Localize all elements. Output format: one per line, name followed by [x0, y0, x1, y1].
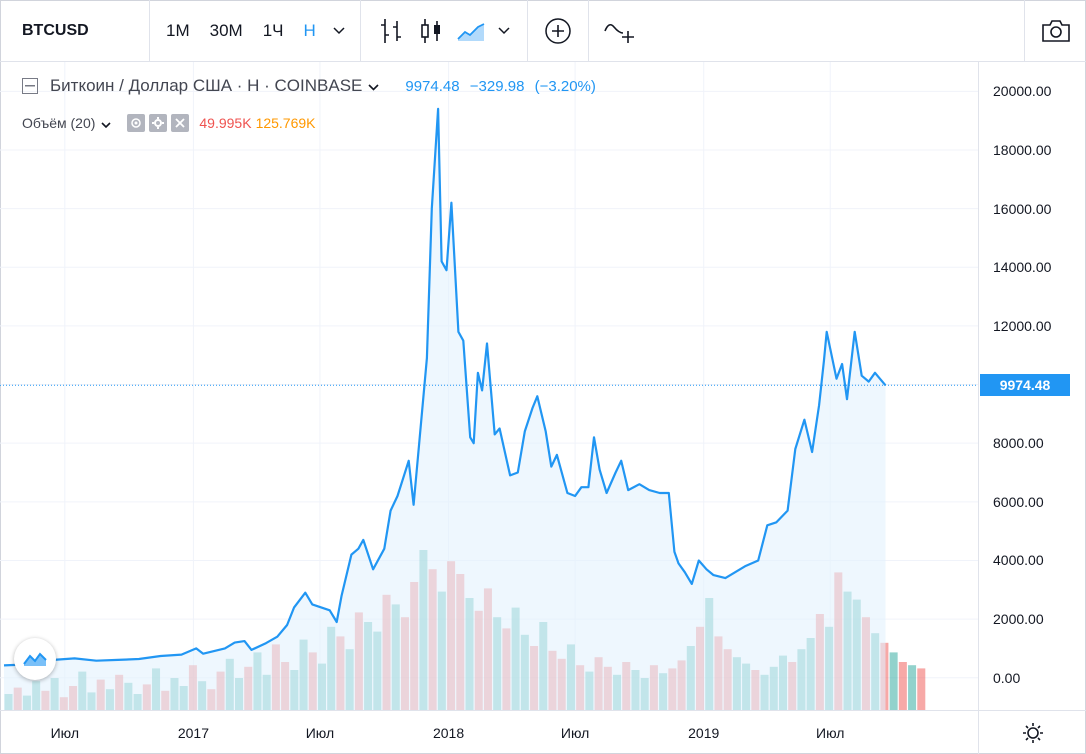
price-tick-label: 2000.00	[993, 611, 1044, 628]
eye-icon[interactable]	[127, 114, 146, 132]
price-chart[interactable]	[0, 62, 978, 710]
price-tick-label: 16000.00	[993, 200, 1052, 217]
volume-bar	[908, 665, 917, 710]
volume-ma-value: 125.769K	[255, 115, 316, 131]
price-line	[3, 107, 887, 667]
gear-icon[interactable]	[149, 114, 168, 132]
interval-group: 1M 30M 1Ч Н	[150, 0, 361, 62]
series-chevron-down-icon[interactable]	[368, 76, 379, 96]
interval-30m[interactable]: 30M	[209, 20, 243, 40]
price-tick-label: 4000.00	[993, 552, 1044, 569]
price-axis[interactable]: 20000.00 18000.00 16000.00 14000.00 12000.00…	[978, 62, 1086, 710]
chart-type-chevron-down-icon[interactable]	[491, 16, 517, 46]
interval-1m[interactable]: 1M	[166, 20, 190, 40]
close-icon[interactable]	[171, 114, 190, 132]
price-tick-label: 8000.00	[993, 435, 1044, 452]
time-tick-label: 2019	[688, 725, 720, 741]
time-tick-label: Июл	[560, 725, 590, 741]
interval-1h[interactable]: 1Ч	[262, 20, 284, 40]
compare-add-icon[interactable]	[599, 11, 639, 51]
time-tick-label: 2017	[177, 725, 209, 741]
time-tick-label: Июл	[305, 725, 335, 741]
settings-gear-icon[interactable]	[978, 710, 1086, 754]
volume-bar	[889, 652, 898, 710]
bars-icon[interactable]	[371, 11, 411, 51]
price-change-value: −329.98	[469, 77, 525, 95]
price-tick-label: 18000.00	[993, 141, 1052, 158]
chart-type-group	[361, 0, 528, 62]
price-change-percent: (−3.20%)	[534, 77, 596, 95]
series-title[interactable]: Биткоин / Доллар США · Н · COINBASE	[50, 76, 363, 95]
main-legend: Биткоин / Доллар США · Н · COINBASE 9974…	[22, 76, 596, 96]
price-tick-label: 12000.00	[993, 317, 1052, 334]
time-tick-label: Июл	[50, 725, 80, 741]
volume-value: 49.995K	[199, 115, 252, 131]
collapse-legend-icon[interactable]	[22, 78, 38, 94]
indicators-group	[528, 0, 589, 62]
area-chart-icon[interactable]	[451, 11, 491, 51]
volume-chevron-down-icon[interactable]	[101, 115, 111, 131]
camera-icon[interactable]	[1024, 0, 1086, 62]
candles-icon[interactable]	[411, 11, 451, 51]
price-tick-label: 6000.00	[993, 493, 1044, 510]
last-price-label: 9974.48	[980, 374, 1070, 397]
price-tick-label: 0.00	[993, 669, 1021, 686]
interval-week[interactable]: Н	[303, 20, 316, 40]
go-to-realtime-icon[interactable]	[14, 638, 56, 680]
price-area	[4, 108, 886, 710]
volume-bar	[917, 668, 926, 710]
legend-values: 9974.48 −329.98 (−3.20%)	[391, 78, 596, 95]
last-price-value: 9974.48	[405, 77, 460, 95]
compare-group	[589, 0, 649, 62]
volume-legend: Объём (20) 49.995K 125.769K	[22, 114, 316, 132]
volume-bar	[898, 662, 907, 710]
time-tick-label: 2018	[432, 725, 465, 741]
price-tick-label: 14000.00	[993, 259, 1052, 276]
price-tick-label: 20000.00	[993, 83, 1052, 100]
add-plus-circle-icon[interactable]	[538, 11, 578, 51]
symbol-search[interactable]: BTCUSD	[0, 0, 150, 62]
top-toolbar: BTCUSD 1M 30M 1Ч Н	[0, 0, 1086, 62]
time-tick-label: Июл	[816, 725, 845, 741]
volume-label[interactable]: Объём (20)	[22, 115, 96, 131]
time-axis[interactable]: Июл 2017 Июл 2018 Июл 2019 Июл	[0, 710, 978, 754]
interval-dropdown-chevron-down-icon[interactable]	[326, 16, 352, 46]
